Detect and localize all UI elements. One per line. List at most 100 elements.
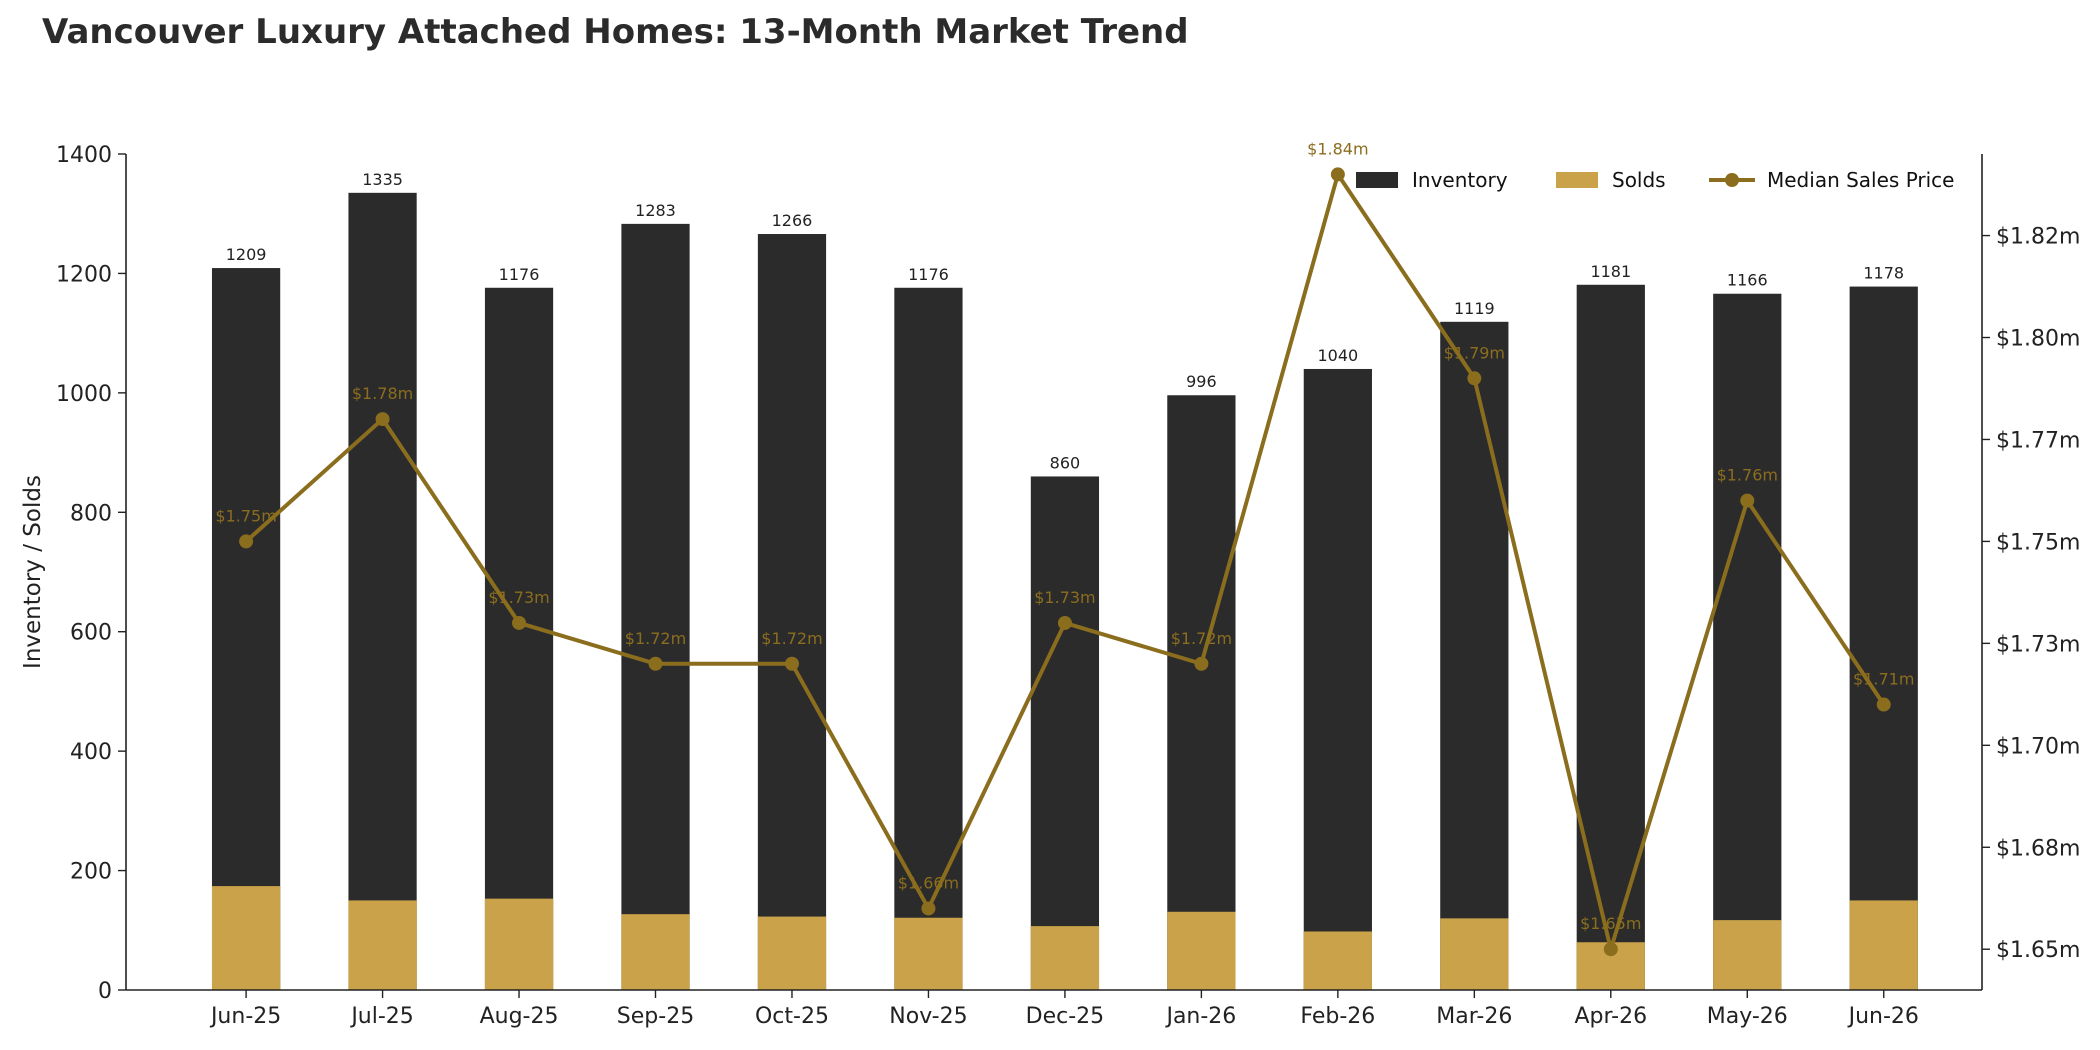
legend-label-price: Median Sales Price <box>1767 168 1954 192</box>
x-tick-label: Apr-26 <box>1575 1004 1648 1029</box>
y2-tick-label: $1.73m <box>1996 632 2080 657</box>
inventory-bar-Dec-25 <box>1030 476 1100 990</box>
inventory-bar-Mar-26 <box>1440 321 1509 991</box>
y-tick-label: 0 <box>98 979 112 1004</box>
median-price-label: $1.72m <box>1171 629 1232 648</box>
median-price-label: $1.79m <box>1444 343 1505 362</box>
y2-tick-label: $1.68m <box>1996 836 2080 861</box>
median-price-point-Nov-25 <box>921 901 936 916</box>
solds-bar-Sep-25 <box>621 914 690 990</box>
median-price-label: $1.78m <box>352 384 413 403</box>
inventory-value-label: 860 <box>1050 453 1081 472</box>
y2-tick-label: $1.82m <box>1996 225 2080 250</box>
inventory-bar-Feb-26 <box>1303 368 1372 990</box>
median-price-label: $1.72m <box>625 629 686 648</box>
median-price-label: $1.84m <box>1307 139 1368 158</box>
median-price-point-Sep-25 <box>648 656 663 671</box>
y2-tick-label: $1.65m <box>1996 938 2080 963</box>
x-tick-label: Mar-26 <box>1436 1004 1512 1029</box>
solds-bar-Oct-25 <box>757 916 827 990</box>
inventory-bar-Oct-25 <box>757 234 827 990</box>
x-tick-label: Oct-25 <box>755 1004 829 1029</box>
y2-tick-label: $1.77m <box>1996 428 2080 453</box>
inventory-value-label: 996 <box>1186 372 1217 391</box>
median-price-point-Jan-26 <box>1194 656 1209 671</box>
legend-swatch-price-marker <box>1725 173 1739 187</box>
inventory-value-label: 1166 <box>1727 271 1768 290</box>
inventory-bar-Jan-26 <box>1167 395 1236 990</box>
median-price-label: $1.76m <box>1717 466 1778 485</box>
inventory-value-label: 1181 <box>1590 262 1631 281</box>
median-price-point-Jun-25 <box>239 534 254 549</box>
y2-tick-label: $1.75m <box>1996 530 2080 555</box>
inventory-bar-Jul-25 <box>348 192 417 991</box>
y-tick-label: 1000 <box>56 382 112 407</box>
y2-tick-label: $1.70m <box>1996 734 2080 759</box>
median-price-point-Jul-25 <box>375 412 390 427</box>
solds-bar-Aug-25 <box>484 898 554 990</box>
x-tick-label: Jul-25 <box>349 1004 413 1029</box>
solds-bar-Jun-25 <box>211 886 281 990</box>
inventory-value-label: 1209 <box>226 245 267 264</box>
solds-bar-Jan-26 <box>1167 911 1236 990</box>
x-tick-label: Jun-25 <box>209 1004 281 1029</box>
median-price-point-Oct-25 <box>784 656 799 671</box>
legend-label-inventory: Inventory <box>1412 168 1508 192</box>
median-price-point-Apr-26 <box>1603 942 1618 957</box>
x-tick-label: May-26 <box>1707 1004 1788 1029</box>
x-tick-label: Sep-25 <box>617 1004 694 1029</box>
x-tick-label: Dec-25 <box>1026 1004 1105 1029</box>
median-price-point-Aug-25 <box>512 615 527 630</box>
inventory-value-label: 1119 <box>1454 299 1495 318</box>
inventory-value-label: 1283 <box>635 201 676 220</box>
median-price-label: $1.65m <box>1580 914 1641 933</box>
x-tick-label: Feb-26 <box>1300 1004 1375 1029</box>
inventory-value-label: 1266 <box>772 211 813 230</box>
inventory-bar-Sep-25 <box>621 223 690 990</box>
median-price-point-Jun-26 <box>1876 697 1891 712</box>
y-tick-label: 1400 <box>56 143 112 168</box>
legend-swatch-inventory <box>1356 172 1398 188</box>
inventory-value-label: 1178 <box>1863 264 1904 283</box>
x-tick-label: Nov-25 <box>889 1004 967 1029</box>
x-tick-label: Aug-25 <box>480 1004 559 1029</box>
y2-tick-label: $1.80m <box>1996 327 2080 352</box>
y-tick-label: 800 <box>70 501 112 526</box>
chart-title: Vancouver Luxury Attached Homes: 13-Mont… <box>42 12 1189 52</box>
median-price-label: $1.72m <box>761 629 822 648</box>
inventory-value-label: 1176 <box>908 265 949 284</box>
inventory-bar-Jun-25 <box>211 268 281 990</box>
solds-bar-May-26 <box>1713 920 1782 990</box>
inventory-value-label: 1040 <box>1317 346 1358 365</box>
y-tick-label: 600 <box>70 621 112 646</box>
x-tick-label: Jun-26 <box>1847 1004 1919 1029</box>
y-tick-label: 200 <box>70 860 112 885</box>
inventory-bar-Aug-25 <box>484 287 554 990</box>
y-axis-title: Inventory / Solds <box>20 475 46 669</box>
inventory-bar-Jun-26 <box>1849 286 1918 991</box>
inventory-bar-Apr-26 <box>1576 284 1645 990</box>
inventory-value-label: 1176 <box>499 265 540 284</box>
solds-bar-Feb-26 <box>1303 931 1372 990</box>
solds-bar-Mar-26 <box>1440 918 1509 990</box>
median-price-point-Feb-26 <box>1330 167 1345 182</box>
y-tick-label: 400 <box>70 740 112 765</box>
inventory-value-label: 1335 <box>362 170 403 189</box>
median-price-label: $1.73m <box>1034 588 1095 607</box>
x-tick-label: Jan-26 <box>1164 1004 1236 1029</box>
solds-bar-Nov-25 <box>894 917 963 990</box>
median-price-point-May-26 <box>1740 493 1755 508</box>
median-price-label: $1.71m <box>1853 670 1914 689</box>
y-tick-label: 1200 <box>56 262 112 287</box>
median-price-label: $1.66m <box>898 873 959 892</box>
solds-bar-Jul-25 <box>348 900 417 990</box>
legend-label-solds: Solds <box>1612 168 1666 192</box>
median-price-label: $1.73m <box>488 588 549 607</box>
median-price-point-Mar-26 <box>1467 371 1482 386</box>
inventory-bar-May-26 <box>1713 293 1782 990</box>
median-price-point-Dec-25 <box>1057 615 1072 630</box>
inventory-bar-Nov-25 <box>894 287 963 990</box>
solds-bar-Jun-26 <box>1849 900 1918 990</box>
solds-bar-Dec-25 <box>1030 926 1100 990</box>
